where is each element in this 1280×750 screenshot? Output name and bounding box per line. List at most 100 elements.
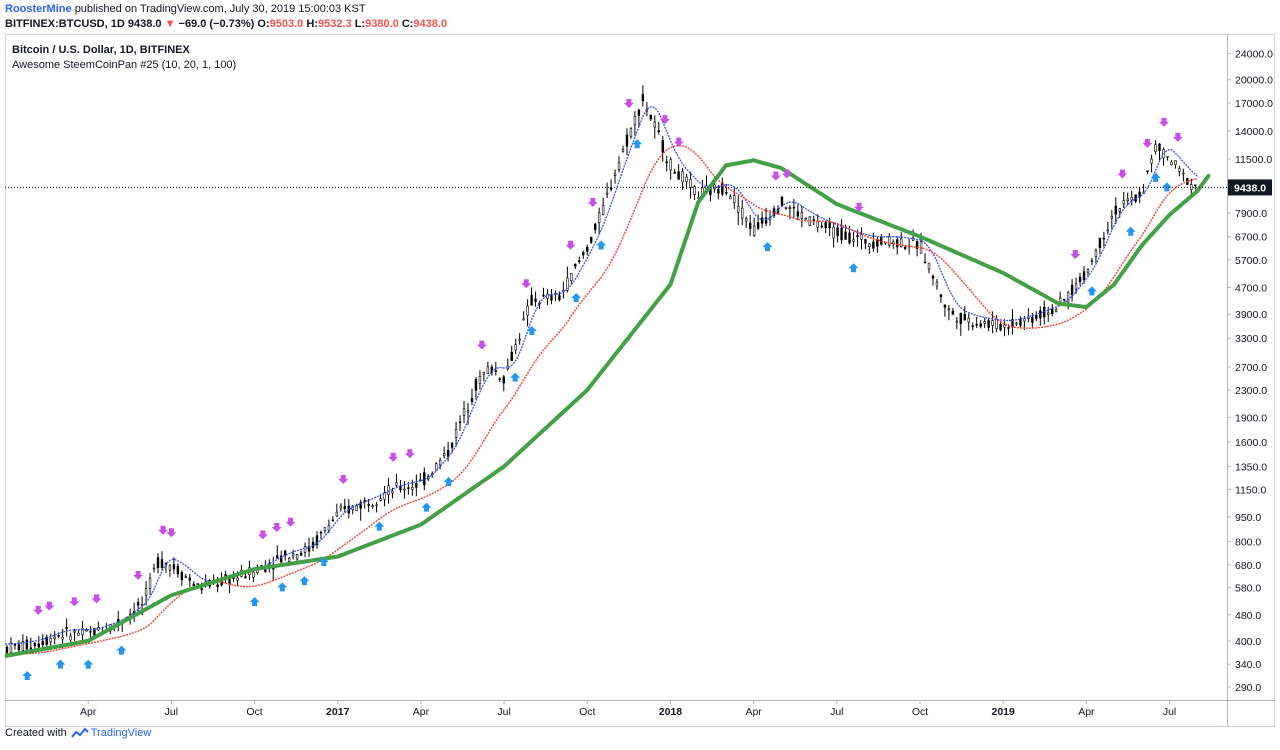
candle-body bbox=[311, 541, 315, 548]
candle bbox=[657, 121, 660, 135]
candle bbox=[510, 345, 513, 362]
candle-body bbox=[617, 162, 621, 170]
candle-body bbox=[291, 553, 295, 557]
candle-body bbox=[303, 546, 307, 553]
candle-body bbox=[570, 272, 573, 281]
price-axis[interactable]: 24000.0 20000.0 17000.0 14000.0 11500.0 7900.… bbox=[1227, 49, 1273, 695]
price-tick-label: 1900.0 bbox=[1235, 412, 1267, 424]
candle-body bbox=[693, 186, 696, 195]
candle bbox=[558, 291, 561, 302]
candle-body bbox=[77, 632, 80, 636]
price-tick-label: 340.0 bbox=[1235, 659, 1261, 671]
candle bbox=[1122, 191, 1125, 209]
candle bbox=[633, 111, 637, 136]
candle bbox=[1182, 168, 1185, 182]
candle-body bbox=[550, 294, 553, 301]
candle-body bbox=[804, 217, 808, 220]
candle-body bbox=[760, 217, 764, 224]
legend-title: Bitcoin / U.S. Dollar, 1D, BITFINEX bbox=[12, 44, 190, 56]
candle-body bbox=[5, 646, 9, 654]
candle-body bbox=[725, 192, 728, 194]
candle bbox=[295, 553, 299, 561]
candle bbox=[148, 572, 152, 595]
price-tick-label: 4700.0 bbox=[1235, 282, 1267, 294]
close-label: C: bbox=[401, 18, 414, 30]
candle-body bbox=[899, 238, 903, 247]
price-tick-label: 3900.0 bbox=[1235, 309, 1267, 321]
buy-arrow-icon bbox=[83, 659, 94, 669]
candle-body bbox=[176, 566, 180, 575]
price-chart[interactable]: 24000.0 20000.0 17000.0 14000.0 11500.0 7900.… bbox=[5, 34, 1275, 727]
sell-arrow-icon bbox=[781, 169, 792, 179]
price-tick-label: 2300.0 bbox=[1235, 385, 1267, 397]
author-link[interactable]: RoosterMine bbox=[5, 3, 72, 15]
candle bbox=[836, 223, 839, 243]
price-tick-label: 680.0 bbox=[1235, 560, 1261, 572]
sell-arrow-icon bbox=[1172, 132, 1183, 142]
legend-indicator[interactable]: Awesome SteemCoinPan #25 (10, 20, 1, 100… bbox=[12, 59, 237, 71]
candle-body bbox=[1023, 318, 1026, 322]
candle-body bbox=[653, 121, 656, 128]
candle bbox=[796, 203, 800, 220]
candle-body bbox=[840, 227, 843, 241]
candle bbox=[593, 222, 597, 234]
candle-body bbox=[856, 235, 859, 238]
candle-body bbox=[1019, 319, 1022, 326]
candle-body bbox=[935, 281, 939, 287]
buy-arrow-icon bbox=[1161, 182, 1172, 192]
candle bbox=[923, 253, 927, 264]
candle-body bbox=[184, 576, 188, 579]
buy-arrow-icon bbox=[1086, 286, 1097, 296]
candle-body bbox=[383, 492, 386, 500]
candle bbox=[244, 573, 247, 579]
candle bbox=[899, 231, 903, 248]
candle bbox=[49, 633, 52, 647]
candle-body bbox=[991, 320, 994, 326]
candle-body bbox=[963, 313, 966, 321]
candle bbox=[649, 114, 653, 121]
sell-arrow-icon bbox=[1070, 250, 1081, 260]
candle-body bbox=[196, 582, 199, 585]
candle-body bbox=[1194, 184, 1197, 187]
chart-border bbox=[5, 34, 1275, 727]
candle-body bbox=[335, 511, 339, 517]
down-triangle-icon: ▼ bbox=[164, 18, 176, 30]
candle bbox=[53, 631, 56, 645]
sell-arrow-icon bbox=[476, 340, 487, 350]
time-tick-label: 2017 bbox=[326, 706, 350, 718]
tradingview-brand[interactable]: TradingView bbox=[70, 727, 151, 739]
low-label: L: bbox=[354, 18, 366, 30]
candle-body bbox=[494, 370, 498, 372]
candle bbox=[184, 573, 188, 579]
candle bbox=[411, 479, 414, 496]
candle-body bbox=[216, 584, 219, 587]
candle-body bbox=[943, 304, 947, 308]
candle-body bbox=[482, 372, 486, 375]
price-tick-label: 3300.0 bbox=[1235, 333, 1267, 345]
candle-body bbox=[1051, 308, 1054, 315]
price-tick-label: 11500.0 bbox=[1235, 154, 1272, 166]
candle bbox=[1070, 278, 1074, 302]
candle bbox=[927, 262, 931, 274]
time-tick-label: Oct bbox=[912, 706, 928, 718]
candle bbox=[530, 287, 533, 306]
candle-body bbox=[276, 555, 279, 559]
symbol-label: BITFINEX:BTCUSD, 1D bbox=[5, 18, 125, 30]
time-axis[interactable]: Apr Jul Oct 2017 Apr Jul Oct 2018 Apr Jul Oct 2019 A… bbox=[80, 700, 1176, 718]
buy-arrow-icon bbox=[421, 502, 432, 512]
candle bbox=[601, 197, 605, 216]
candle-body bbox=[1150, 158, 1153, 164]
candle-body bbox=[971, 325, 974, 328]
candle-body bbox=[458, 421, 462, 424]
price-tick-label: 950.0 bbox=[1235, 512, 1261, 524]
high-value: 9532.3 bbox=[317, 18, 352, 30]
sell-arrow-icon bbox=[587, 198, 598, 208]
candle-body bbox=[633, 116, 637, 126]
candle bbox=[1194, 184, 1197, 190]
buy-arrow-icon bbox=[55, 659, 66, 669]
candle-body bbox=[37, 643, 40, 648]
candle-body bbox=[812, 219, 815, 222]
tradingview-logo-icon bbox=[70, 727, 89, 738]
candle bbox=[339, 503, 343, 512]
price-tick-label: 480.0 bbox=[1235, 610, 1261, 622]
